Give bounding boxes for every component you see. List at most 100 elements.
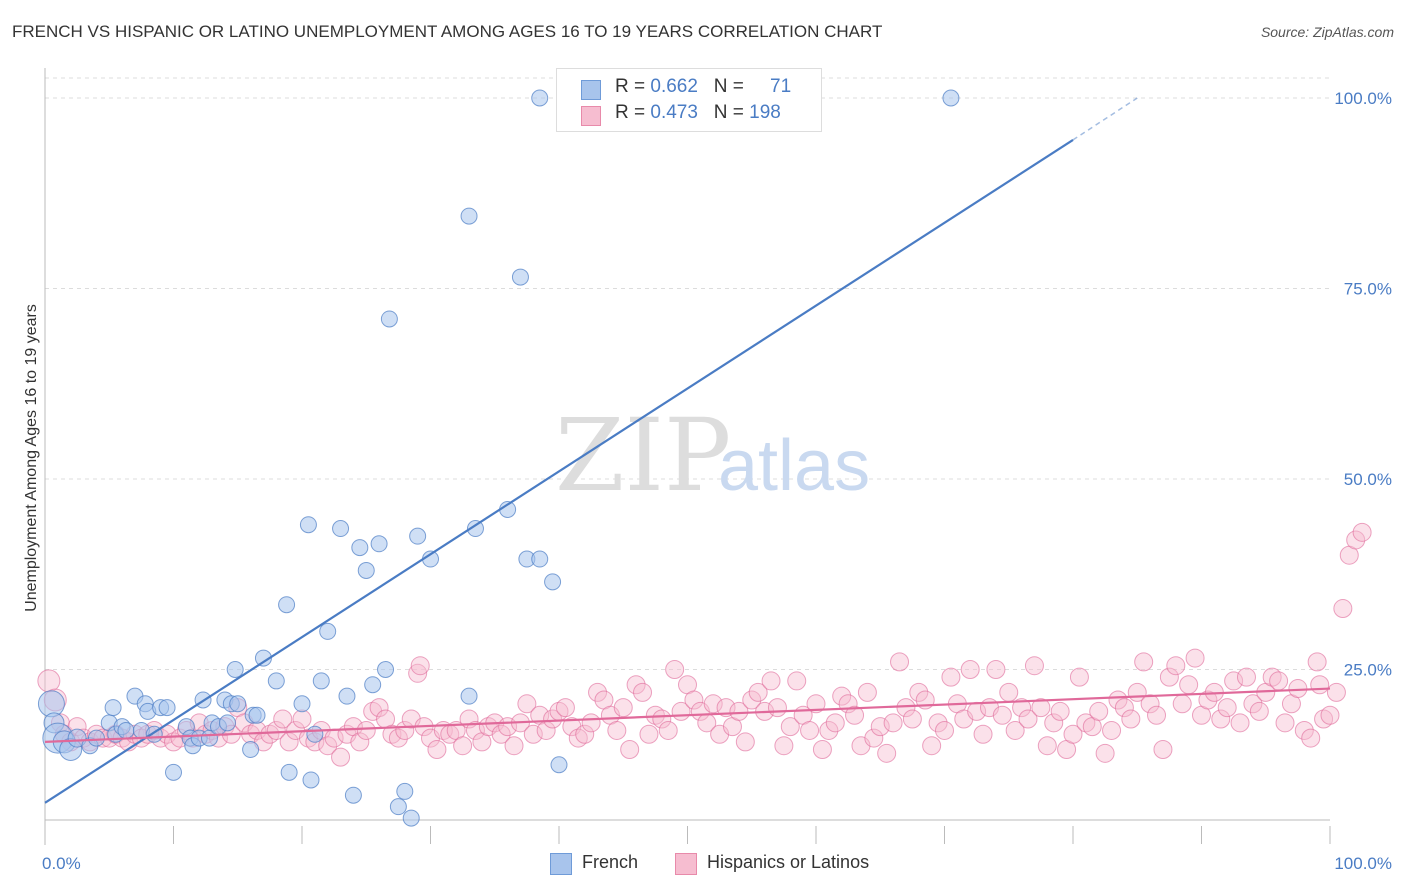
hispanic-point [453, 736, 473, 756]
hispanic-point [658, 720, 678, 740]
watermark-zip: ZIP [555, 397, 731, 514]
french-point [364, 676, 382, 694]
hispanic-point [780, 717, 800, 737]
french-point [396, 782, 414, 800]
hispanic-point [292, 709, 312, 729]
y-tick-label: 50.0% [1344, 470, 1392, 489]
hispanic-point [491, 724, 511, 744]
y-tick-label: 100.0% [1334, 89, 1392, 108]
tick-labels: 25.0% 50.0% 75.0% 100.0% 0.0% 100.0% [42, 89, 1392, 873]
french-point [460, 687, 478, 705]
hispanic-point [1134, 652, 1154, 672]
hispanic-point [356, 720, 376, 740]
french-point [942, 89, 960, 107]
hispanic-point [1024, 656, 1044, 676]
hispanic-point [1147, 705, 1167, 725]
hispanic-point [1307, 652, 1327, 672]
french-point [293, 695, 311, 713]
french-point [389, 798, 407, 816]
hispanic-point [902, 709, 922, 729]
french-point [242, 741, 260, 759]
hispanic-point [1095, 743, 1115, 763]
hispanic-point [870, 717, 890, 737]
french-point [117, 721, 135, 739]
hispanic-point [812, 740, 832, 760]
french-point [409, 527, 427, 545]
hispanic-point [1159, 667, 1179, 687]
x-tick-label: 100.0% [1334, 854, 1392, 873]
hispanic-point [1230, 713, 1250, 733]
hispanic-point [767, 698, 787, 718]
trend-lines [44, 97, 1331, 804]
hispanic-point [1198, 690, 1218, 710]
hispanic-point [1102, 720, 1122, 740]
hispanic-point [1236, 667, 1256, 687]
hispanic-point [1069, 667, 1089, 687]
hispanic-point [1114, 698, 1134, 718]
french-point [158, 699, 176, 717]
hispanic-point [575, 724, 595, 744]
hispanic-point [806, 694, 826, 714]
french-point [218, 714, 236, 732]
hispanic-point [588, 682, 608, 702]
hispanic-point [819, 720, 839, 740]
hispanic-point [774, 736, 794, 756]
legend-swatch-french [581, 80, 601, 100]
french-point [357, 561, 375, 579]
french-point [351, 539, 369, 557]
hispanic-point [1269, 671, 1289, 691]
hispanic-point [1179, 675, 1199, 695]
y-tick-label: 75.0% [1344, 280, 1392, 299]
hispanic-point [1108, 690, 1128, 710]
french-point [67, 728, 87, 748]
french-point [550, 756, 568, 774]
hispanic-point [1050, 701, 1070, 721]
french-point [165, 763, 182, 781]
hispanic-point [684, 690, 704, 710]
bottom-legend-label-french: French [582, 852, 639, 872]
hispanic-point [960, 660, 980, 679]
hispanic-point [410, 656, 430, 676]
hispanic-point [543, 709, 563, 729]
correlation-legend: R = 0.662 N = 71 R = 0.473 N = 198 [556, 68, 822, 132]
french-trend-line [44, 138, 1074, 804]
hispanic-point [465, 720, 485, 740]
french-point [280, 763, 298, 781]
hispanic-point [761, 671, 781, 691]
hispanic-point [408, 663, 428, 683]
hispanic-point [613, 698, 633, 718]
hispanic-point [922, 736, 942, 756]
legend-n-value: 71 [770, 76, 792, 97]
hispanic-point [1346, 530, 1366, 550]
hispanic-point [1121, 709, 1141, 729]
hispanic-point [1005, 720, 1025, 740]
french-point [332, 520, 350, 538]
hispanic-point [504, 736, 524, 756]
hispanic-point [1166, 656, 1186, 676]
legend-r-value: 0.473 [650, 102, 698, 123]
french-point [229, 695, 247, 713]
x-tick-label: 0.0% [42, 854, 81, 873]
bottom-legend-label-hispanic: Hispanics or Latinos [707, 852, 870, 872]
hispanic-point [735, 732, 755, 752]
french-point [370, 535, 388, 553]
watermark-atlas: atlas [718, 426, 870, 506]
hispanic-point [1185, 648, 1205, 668]
french-point [380, 310, 398, 328]
hispanic-point [941, 667, 961, 687]
hispanic-point [652, 709, 672, 729]
hispanic-point [1211, 709, 1231, 729]
hispanic-point [1153, 740, 1173, 760]
hispanic-point [909, 682, 929, 702]
french-point [312, 672, 330, 690]
hispanic-point [1352, 522, 1372, 542]
hispanic-point [928, 713, 948, 733]
french-trend-extension [1072, 97, 1138, 141]
hispanic-point [716, 698, 736, 718]
hispanic-point [1326, 682, 1346, 702]
french-point [267, 672, 285, 690]
hispanic-point [742, 690, 762, 710]
hispanic-point [369, 698, 389, 718]
legend-swatch-hispanic [581, 106, 601, 126]
french-point [344, 786, 362, 804]
